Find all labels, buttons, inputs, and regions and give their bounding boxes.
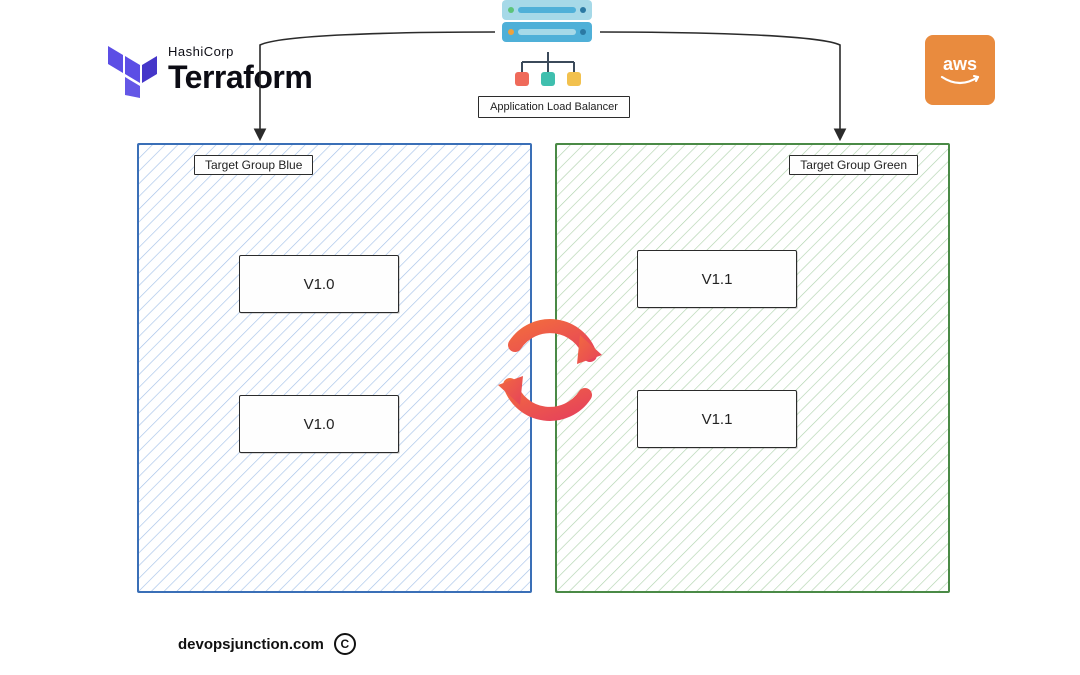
- blue-panel-title: Target Group Blue: [194, 155, 313, 175]
- footer-text: devopsjunction.com: [178, 636, 324, 653]
- alb-label: Application Load Balancer: [478, 96, 630, 118]
- terraform-glyph-icon: [108, 42, 158, 98]
- copyright-icon: C: [334, 633, 356, 655]
- blue-version-box-1: V1.0: [239, 255, 399, 313]
- green-panel-title: Target Group Green: [789, 155, 918, 175]
- aws-logo: aws: [925, 35, 995, 105]
- aws-smile-icon: [940, 75, 980, 87]
- green-version-box-1: V1.1: [637, 250, 797, 308]
- footer: devopsjunction.com C: [178, 633, 356, 655]
- swap-arrows-icon: [480, 300, 620, 440]
- terraform-text: HashiCorp Terraform: [168, 44, 312, 96]
- blue-hatch: [139, 145, 530, 591]
- aws-label: aws: [943, 54, 977, 75]
- blue-version-box-2: V1.0: [239, 395, 399, 453]
- terraform-subtitle: HashiCorp: [168, 44, 312, 59]
- server-stack-icon: [502, 0, 592, 44]
- alb-label-text: Application Load Balancer: [490, 101, 618, 113]
- terraform-logo: HashiCorp Terraform: [108, 42, 312, 98]
- green-version-box-2: V1.1: [637, 390, 797, 448]
- target-group-blue: Target Group Blue V1.0 V1.0: [137, 143, 532, 593]
- alb-tree-icon: [508, 52, 588, 92]
- terraform-title: Terraform: [168, 59, 312, 96]
